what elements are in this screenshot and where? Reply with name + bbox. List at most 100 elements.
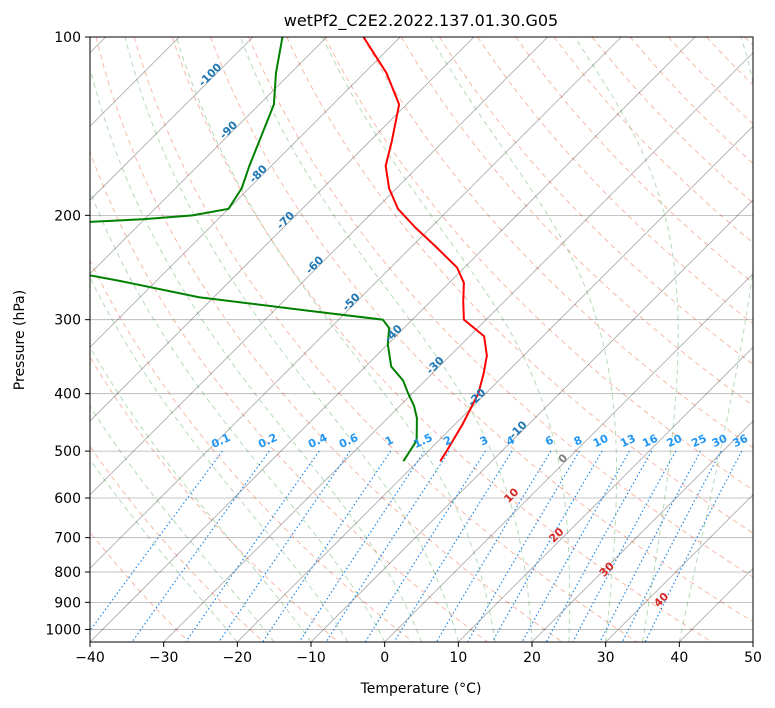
dry-adiabat [133, 37, 638, 642]
x-tick-label: 0 [380, 650, 389, 666]
mixing-ratio-line [599, 450, 702, 642]
mixing-ratio-label: 13 [618, 432, 637, 450]
isotherm-line [90, 37, 401, 348]
mixing-ratio-line [218, 450, 351, 642]
moist-adiabat [90, 345, 312, 642]
y-tick-label: 200 [54, 208, 81, 224]
isotherm-label: -100 [196, 60, 225, 89]
moist-adiabat [90, 458, 238, 642]
x-tick-label: −10 [296, 650, 326, 666]
isotherm-line [310, 199, 753, 642]
axes: −40 −30 −20 −10 0 10 20 30 40 50 100 200 300 400 500 60… [45, 30, 762, 666]
x-tick-label: 20 [523, 650, 541, 666]
mixing-ratio-label: 0.4 [306, 431, 329, 451]
dry-adiabat [668, 37, 753, 125]
y-tick-label: 300 [54, 313, 81, 329]
dry-adiabat [744, 37, 753, 47]
y-axis-label: Pressure (hPa) [12, 290, 28, 390]
dry-adiabat [90, 531, 190, 642]
mixing-ratio-label: 0.1 [209, 431, 232, 451]
dry-adiabat [400, 37, 753, 407]
x-tick-label: 50 [744, 650, 762, 666]
mixing-ratio-line [491, 450, 603, 642]
theta-label: 40 [651, 590, 671, 610]
moist-adiabat [430, 37, 618, 642]
dewpoint-profile [90, 37, 418, 462]
dry-adiabat [629, 37, 753, 165]
dry-adiabat [248, 37, 753, 578]
x-tick-label: 30 [597, 650, 615, 666]
y-tick-label: 900 [54, 595, 81, 611]
isotherm-line [90, 37, 622, 569]
isotherm-line [163, 52, 753, 642]
mixing-ratio-label: 20 [665, 432, 685, 450]
moist-adiabat [175, 37, 496, 642]
mixing-ratio-line [131, 450, 270, 642]
dry-adiabat [362, 37, 753, 449]
y-tick-label: 100 [54, 30, 81, 46]
dry-adiabat [439, 37, 753, 365]
x-tick-label: 40 [670, 650, 688, 666]
mixing-ratio-line [435, 450, 552, 642]
mixing-ratio-label: 16 [640, 432, 660, 450]
y-tick-label: 600 [54, 491, 81, 507]
mixing-ratio-line [298, 450, 425, 642]
dry-adiabat [210, 37, 753, 623]
mixing-ratio-line [262, 450, 392, 642]
moist-adiabat [90, 276, 349, 642]
mixing-ratio-label: 3 [478, 433, 490, 448]
isotherm-line [90, 37, 254, 201]
moist-adiabat [90, 66, 422, 642]
moist-adiabat [124, 37, 459, 642]
isotherm-line [237, 125, 753, 642]
theta-label: 10 [501, 485, 521, 505]
mixing-ratio-line [393, 450, 513, 642]
dry-adiabat [706, 37, 753, 86]
mixing-ratio-label: 1 [383, 433, 395, 448]
background-lines [90, 37, 753, 642]
isotherm-label: -50 [340, 290, 363, 313]
mixing-ratio-line [521, 450, 631, 642]
mixing-ratio-label: 36 [731, 432, 751, 450]
isotherm-label: -30 [424, 354, 447, 377]
dry-adiabat [90, 259, 414, 642]
temperature-profile [362, 37, 488, 462]
x-tick-label: 10 [449, 650, 467, 666]
dry-adiabat [477, 37, 753, 325]
theta-label: 30 [597, 559, 617, 579]
y-tick-label: 500 [54, 444, 81, 460]
x-tick-label: −40 [75, 650, 105, 666]
mixing-ratio-line [325, 450, 450, 642]
mixing-ratio-line [466, 450, 580, 642]
dry-adiabat [90, 445, 264, 642]
mixing-ratio-line [621, 450, 722, 642]
profile-lines [90, 37, 488, 462]
dry-adiabat [171, 37, 712, 642]
moist-adiabat [239, 37, 533, 642]
isotherm-label: -90 [217, 118, 240, 141]
dry-adiabat [591, 37, 753, 204]
moist-adiabat [90, 189, 386, 642]
mixing-ratio-label: 30 [710, 432, 730, 450]
dry-adiabat [515, 37, 753, 284]
mixing-ratio-label: 8 [572, 433, 584, 448]
y-tick-label: 1000 [45, 622, 81, 638]
y-tick-label: 700 [54, 531, 81, 547]
dry-adiabat [90, 150, 488, 642]
isotherm-line [458, 346, 753, 642]
isotherm-line [605, 494, 753, 642]
x-tick-label: −30 [149, 650, 179, 666]
isotherm-line [531, 420, 753, 642]
isotherm-line [384, 273, 753, 642]
isotherm-line [679, 567, 753, 642]
mixing-ratio-line [364, 450, 486, 642]
moist-adiabat [322, 37, 571, 642]
y-tick-label: 800 [54, 565, 81, 581]
moist-adiabat [90, 405, 275, 642]
isotherm-line [752, 641, 753, 642]
isotherm-line [90, 37, 696, 642]
plot-frame [89, 36, 754, 643]
mixing-ratio-label: 10 [591, 432, 611, 450]
isotherm-line [90, 37, 548, 496]
